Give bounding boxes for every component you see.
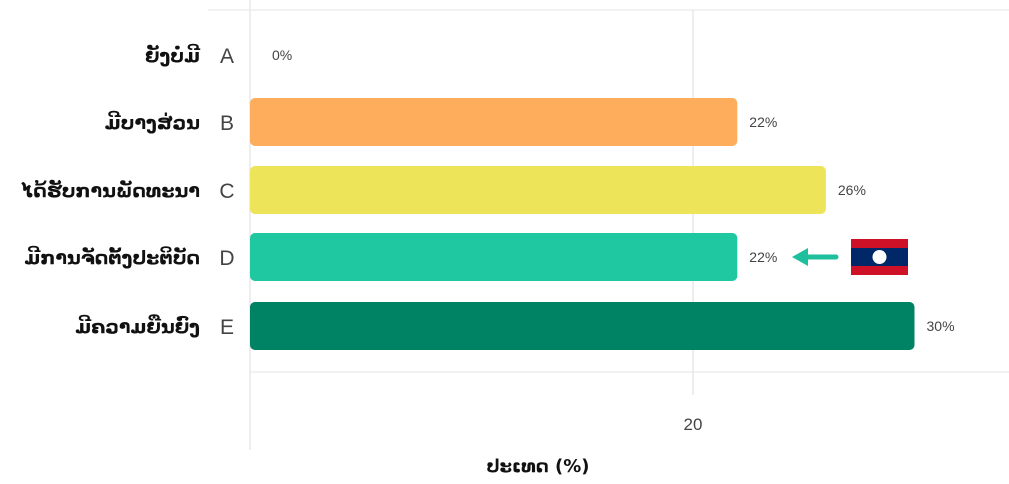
value-labels: 0% 22% 26% 22% 30% bbox=[272, 47, 955, 334]
value-label: 30% bbox=[927, 318, 955, 334]
x-axis-ticks: 20 bbox=[684, 415, 703, 434]
value-label: 0% bbox=[272, 47, 292, 63]
bar bbox=[250, 166, 826, 214]
bar bbox=[250, 302, 915, 350]
x-tick-label: 20 bbox=[684, 415, 703, 434]
category-label: ມີຄວາມຍືນຍົງ bbox=[75, 314, 200, 338]
laos-flag-icon bbox=[851, 239, 908, 275]
flag-top-stripe bbox=[851, 239, 908, 248]
value-label: 26% bbox=[838, 182, 866, 198]
bar bbox=[250, 98, 738, 146]
category-label: ມີບາງສ່ວນ bbox=[105, 110, 200, 134]
category-letter: B bbox=[220, 112, 234, 135]
category-labels: ຍັງບໍ່ມີ A ມີບາງສ່ວນ B ໄດ້ຮັບການພັດທະນາ C ມີກາ… bbox=[20, 43, 234, 339]
value-label: 22% bbox=[749, 249, 777, 265]
value-label: 22% bbox=[749, 114, 777, 130]
category-label: ໄດ້ຮັບການພັດທະນາ bbox=[20, 179, 200, 202]
flag-circle bbox=[872, 250, 887, 264]
arrow-head bbox=[792, 248, 808, 266]
x-axis-title: ປະເທດ (%) bbox=[487, 456, 590, 477]
flag-bottom-stripe bbox=[851, 266, 908, 275]
category-label: ຍັງບໍ່ມີ bbox=[145, 43, 201, 67]
bars bbox=[250, 98, 915, 350]
category-letter: C bbox=[219, 180, 234, 203]
category-letter: D bbox=[219, 247, 234, 270]
highlight-marker bbox=[792, 239, 908, 275]
bar bbox=[250, 233, 738, 281]
category-label: ມີການຈັດຕັ້ງປະຕິບັດ bbox=[24, 245, 200, 269]
grid-lines bbox=[208, 0, 1009, 450]
category-letter: E bbox=[220, 316, 234, 339]
left-arrow-icon bbox=[792, 248, 839, 266]
category-letter: A bbox=[220, 45, 234, 68]
